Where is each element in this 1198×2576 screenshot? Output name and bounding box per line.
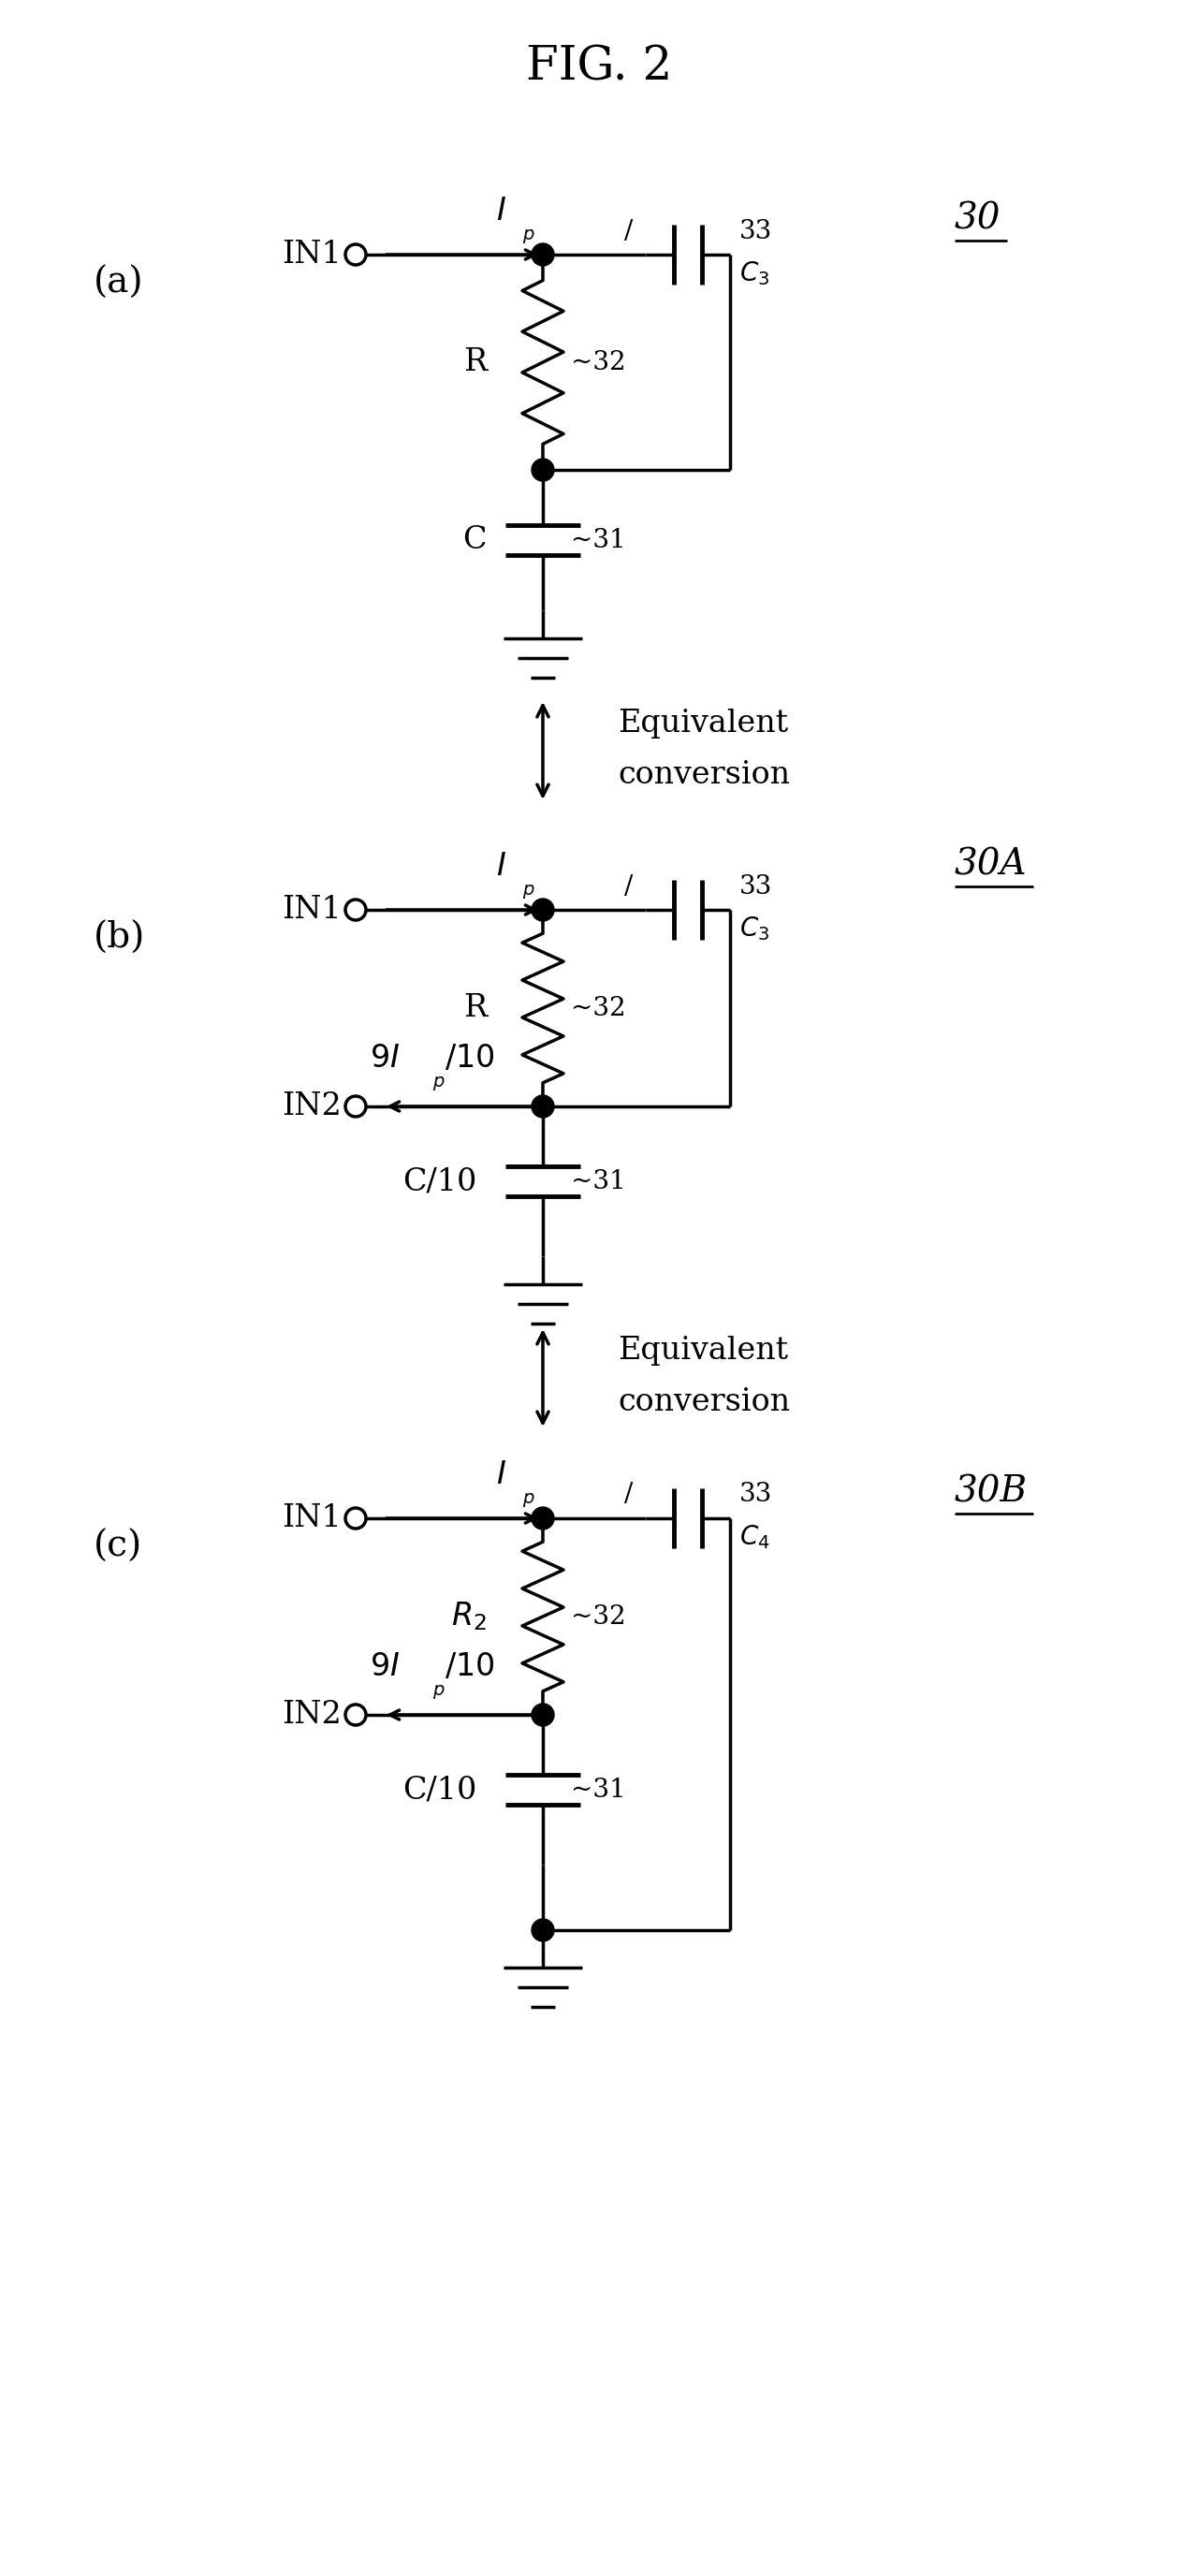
- Text: ~32: ~32: [571, 1605, 625, 1628]
- Text: C/10: C/10: [403, 1167, 477, 1195]
- Text: IN1: IN1: [282, 240, 341, 270]
- Text: $C_4$: $C_4$: [739, 1522, 770, 1551]
- Text: $/10$: $/10$: [444, 1043, 495, 1074]
- Text: /: /: [624, 873, 634, 899]
- Text: C: C: [462, 526, 486, 554]
- Circle shape: [532, 1703, 553, 1726]
- Text: IN1: IN1: [282, 1504, 341, 1533]
- Text: $C_3$: $C_3$: [739, 914, 769, 943]
- Text: R: R: [464, 348, 486, 376]
- Text: conversion: conversion: [618, 1388, 789, 1417]
- Text: $I$: $I$: [496, 196, 506, 227]
- Text: $R_2$: $R_2$: [452, 1600, 486, 1633]
- Text: $/10$: $/10$: [444, 1651, 495, 1682]
- Circle shape: [532, 1507, 553, 1530]
- Text: FIG. 2: FIG. 2: [526, 44, 672, 90]
- Text: $C_3$: $C_3$: [739, 260, 769, 289]
- Text: $_p$: $_p$: [432, 1066, 446, 1092]
- Text: Equivalent: Equivalent: [618, 708, 788, 739]
- Text: 33: 33: [739, 219, 773, 245]
- Circle shape: [532, 899, 553, 922]
- Text: R: R: [464, 994, 486, 1023]
- Text: ~31: ~31: [571, 1777, 625, 1803]
- Text: $_p$: $_p$: [432, 1674, 446, 1700]
- Text: 33: 33: [739, 873, 773, 899]
- Text: IN1: IN1: [282, 894, 341, 925]
- Text: IN2: IN2: [282, 1092, 341, 1121]
- Text: ~31: ~31: [571, 528, 625, 554]
- Text: 30A: 30A: [955, 848, 1028, 881]
- Text: (a): (a): [93, 265, 144, 299]
- Text: $9I$: $9I$: [370, 1651, 400, 1682]
- Text: $I$: $I$: [496, 1461, 506, 1489]
- Text: $_p$: $_p$: [522, 1484, 536, 1510]
- Text: $_p$: $_p$: [522, 219, 536, 245]
- Text: $_p$: $_p$: [522, 876, 536, 902]
- Text: /: /: [624, 1481, 634, 1507]
- Text: ~32: ~32: [571, 350, 625, 376]
- Circle shape: [532, 242, 553, 265]
- Text: ~32: ~32: [571, 994, 625, 1020]
- Text: 30B: 30B: [955, 1473, 1028, 1510]
- Text: ~31: ~31: [571, 1170, 625, 1193]
- Text: IN2: IN2: [282, 1700, 341, 1731]
- Circle shape: [532, 1919, 553, 1942]
- Text: C/10: C/10: [403, 1775, 477, 1806]
- Circle shape: [532, 459, 553, 482]
- Text: conversion: conversion: [618, 760, 789, 791]
- Text: 30: 30: [955, 201, 1002, 237]
- Circle shape: [532, 1095, 553, 1118]
- Text: /: /: [624, 219, 634, 245]
- Text: $9I$: $9I$: [370, 1043, 400, 1074]
- Text: (b): (b): [93, 920, 145, 956]
- Text: Equivalent: Equivalent: [618, 1337, 788, 1365]
- Text: $I$: $I$: [496, 853, 506, 881]
- Text: 33: 33: [739, 1481, 773, 1507]
- Text: (c): (c): [93, 1530, 143, 1564]
